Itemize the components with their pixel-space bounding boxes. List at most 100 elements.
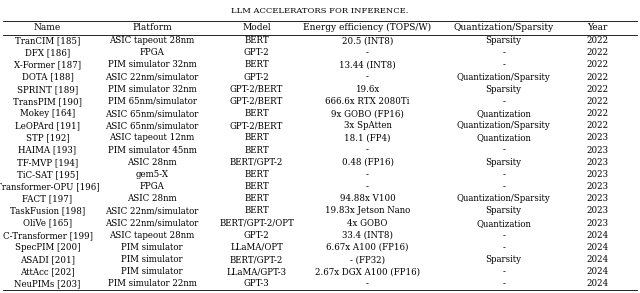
Text: 19.83x Jetson Nano: 19.83x Jetson Nano (325, 207, 410, 215)
Text: 2023: 2023 (586, 146, 608, 155)
Text: -: - (502, 170, 505, 179)
Text: DOTA [188]: DOTA [188] (22, 73, 74, 81)
Text: 2023: 2023 (586, 158, 608, 167)
Text: 2022: 2022 (586, 48, 608, 57)
Text: ASIC 22nm/simulator: ASIC 22nm/simulator (106, 207, 199, 215)
Text: -: - (366, 170, 369, 179)
Text: 2023: 2023 (586, 133, 608, 142)
Text: Sparsity: Sparsity (486, 207, 522, 215)
Text: LLaMA/OPT: LLaMA/OPT (230, 243, 283, 252)
Text: 2024: 2024 (586, 280, 608, 289)
Text: GPT-2: GPT-2 (244, 73, 269, 81)
Text: X-Former [187]: X-Former [187] (14, 60, 81, 69)
Text: GPT-2/BERT: GPT-2/BERT (230, 97, 284, 106)
Text: TF-MVP [194]: TF-MVP [194] (17, 158, 78, 167)
Text: PIM simulator: PIM simulator (122, 243, 183, 252)
Text: 2024: 2024 (586, 231, 608, 240)
Text: PIM simulator 32nm: PIM simulator 32nm (108, 85, 196, 94)
Text: PIM simulator: PIM simulator (122, 255, 183, 264)
Text: GPT-2/BERT: GPT-2/BERT (230, 85, 284, 94)
Text: -: - (502, 280, 505, 289)
Text: LLM ACCELERATORS FOR INFERENCE.: LLM ACCELERATORS FOR INFERENCE. (231, 7, 409, 15)
Text: 13.44 (INT8): 13.44 (INT8) (339, 60, 396, 69)
Text: GPT-3: GPT-3 (244, 280, 269, 289)
Text: ASIC 22nm/simulator: ASIC 22nm/simulator (106, 73, 199, 81)
Text: BERT: BERT (244, 170, 269, 179)
Text: BERT: BERT (244, 146, 269, 155)
Text: PIM 65nm/simulator: PIM 65nm/simulator (108, 97, 196, 106)
Text: Sparsity: Sparsity (486, 36, 522, 45)
Text: -: - (366, 182, 369, 191)
Text: AttAcc [202]: AttAcc [202] (20, 267, 75, 276)
Text: TranCIM [185]: TranCIM [185] (15, 36, 80, 45)
Text: -: - (502, 48, 505, 57)
Text: BERT: BERT (244, 133, 269, 142)
Text: Mokey [164]: Mokey [164] (20, 109, 75, 118)
Text: SPRINT [189]: SPRINT [189] (17, 85, 78, 94)
Text: ASIC 65nm/simulator: ASIC 65nm/simulator (106, 109, 199, 118)
Text: 2024: 2024 (586, 255, 608, 264)
Text: LeOPArd [191]: LeOPArd [191] (15, 121, 80, 130)
Text: 9x GOBO (FP16): 9x GOBO (FP16) (331, 109, 404, 118)
Text: Quantization: Quantization (476, 219, 531, 228)
Text: 2023: 2023 (586, 207, 608, 215)
Text: Quantization: Quantization (476, 133, 531, 142)
Text: 2024: 2024 (586, 267, 608, 276)
Text: -: - (502, 267, 505, 276)
Text: DFX [186]: DFX [186] (25, 48, 70, 57)
Text: OliVe [165]: OliVe [165] (23, 219, 72, 228)
Text: 666.6x RTX 2080Ti: 666.6x RTX 2080Ti (325, 97, 410, 106)
Text: C-Transformer [199]: C-Transformer [199] (3, 231, 93, 240)
Text: 18.1 (FP4): 18.1 (FP4) (344, 133, 391, 142)
Text: 94.88x V100: 94.88x V100 (340, 194, 396, 203)
Text: 33.4 (INT8): 33.4 (INT8) (342, 231, 393, 240)
Text: BERT/GPT-2/OPT: BERT/GPT-2/OPT (220, 219, 294, 228)
Text: ASADI [201]: ASADI [201] (20, 255, 75, 264)
Text: GPT-2: GPT-2 (244, 48, 269, 57)
Text: 2022: 2022 (586, 73, 608, 81)
Text: 2022: 2022 (586, 97, 608, 106)
Text: PIM simulator 45nm: PIM simulator 45nm (108, 146, 196, 155)
Text: 0.48 (FP16): 0.48 (FP16) (342, 158, 394, 167)
Text: Quantization/Sparsity: Quantization/Sparsity (454, 23, 554, 32)
Text: Sparsity: Sparsity (486, 255, 522, 264)
Text: -: - (366, 146, 369, 155)
Text: TiC-SAT [195]: TiC-SAT [195] (17, 170, 79, 179)
Text: LLaMA/GPT-3: LLaMA/GPT-3 (227, 267, 287, 276)
Text: 19.6x: 19.6x (355, 85, 380, 94)
Text: ASIC tapeout 28nm: ASIC tapeout 28nm (109, 231, 195, 240)
Text: BERT: BERT (244, 194, 269, 203)
Text: 3x SpAtten: 3x SpAtten (344, 121, 392, 130)
Text: TransPIM [190]: TransPIM [190] (13, 97, 82, 106)
Text: Year: Year (587, 23, 607, 32)
Text: ASIC tapeout 12nm: ASIC tapeout 12nm (109, 133, 195, 142)
Text: 2022: 2022 (586, 60, 608, 69)
Text: 2022: 2022 (586, 85, 608, 94)
Text: BERT: BERT (244, 182, 269, 191)
Text: 2022: 2022 (586, 109, 608, 118)
Text: BERT/GPT-2: BERT/GPT-2 (230, 255, 284, 264)
Text: -: - (502, 60, 505, 69)
Text: FPGA: FPGA (140, 182, 164, 191)
Text: Quantization/Sparsity: Quantization/Sparsity (457, 73, 550, 81)
Text: 2.67x DGX A100 (FP16): 2.67x DGX A100 (FP16) (315, 267, 420, 276)
Text: 2023: 2023 (586, 182, 608, 191)
Text: Energy efficiency (TOPS/W): Energy efficiency (TOPS/W) (303, 23, 431, 32)
Text: 6.67x A100 (FP16): 6.67x A100 (FP16) (326, 243, 409, 252)
Text: BERT: BERT (244, 109, 269, 118)
Text: ASIC 28nm: ASIC 28nm (127, 158, 177, 167)
Text: 20.5 (INT8): 20.5 (INT8) (342, 36, 393, 45)
Text: Model: Model (243, 23, 271, 32)
Text: 2023: 2023 (586, 170, 608, 179)
Text: Sparsity: Sparsity (486, 85, 522, 94)
Text: PIM simulator 22nm: PIM simulator 22nm (108, 280, 196, 289)
Text: 2023: 2023 (586, 219, 608, 228)
Text: PIM simulator 32nm: PIM simulator 32nm (108, 60, 196, 69)
Text: Transformer-OPU [196]: Transformer-OPU [196] (0, 182, 99, 191)
Text: PIM simulator: PIM simulator (122, 267, 183, 276)
Text: GPT-2/BERT: GPT-2/BERT (230, 121, 284, 130)
Text: TaskFusion [198]: TaskFusion [198] (10, 207, 85, 215)
Text: BERT: BERT (244, 207, 269, 215)
Text: BERT/GPT-2: BERT/GPT-2 (230, 158, 284, 167)
Text: -: - (366, 73, 369, 81)
